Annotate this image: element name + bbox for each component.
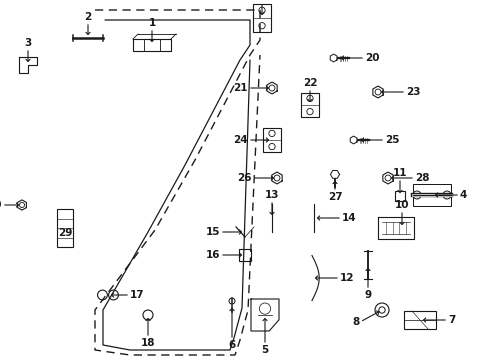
Text: 15: 15 [205,227,220,237]
Bar [252,4,270,32]
Text: 29: 29 [58,228,72,238]
Text: 22: 22 [302,78,317,88]
Text: 18: 18 [141,338,155,348]
Text: 28: 28 [414,173,428,183]
Bar [239,249,250,261]
Text: 5: 5 [261,345,268,355]
Text: 11: 11 [392,168,407,178]
Text: 13: 13 [264,190,279,200]
Bar [57,209,73,247]
Bar [394,191,404,201]
Text: 16: 16 [205,250,220,260]
Text: 24: 24 [233,135,247,145]
Text: 10: 10 [394,200,408,210]
Text: 20: 20 [364,53,379,63]
Text: 2: 2 [84,12,91,22]
Text: 3: 3 [24,38,32,48]
Text: 30: 30 [0,200,2,210]
Bar [412,184,450,206]
Text: 14: 14 [341,213,356,223]
Text: 17: 17 [130,290,144,300]
Bar [301,93,318,117]
Text: 6: 6 [228,340,235,350]
Text: 4: 4 [459,190,467,200]
Text: 23: 23 [405,87,420,97]
Text: 12: 12 [339,273,354,283]
Text: 27: 27 [327,192,342,202]
Text: 7: 7 [447,315,454,325]
Bar [403,311,435,329]
Text: 1: 1 [148,18,155,28]
Text: 8: 8 [352,317,359,327]
Text: 26: 26 [237,173,251,183]
Text: 25: 25 [384,135,399,145]
Text: 9: 9 [364,290,371,300]
Text: 21: 21 [233,83,247,93]
Bar [263,128,281,152]
Text: 19: 19 [254,0,268,2]
